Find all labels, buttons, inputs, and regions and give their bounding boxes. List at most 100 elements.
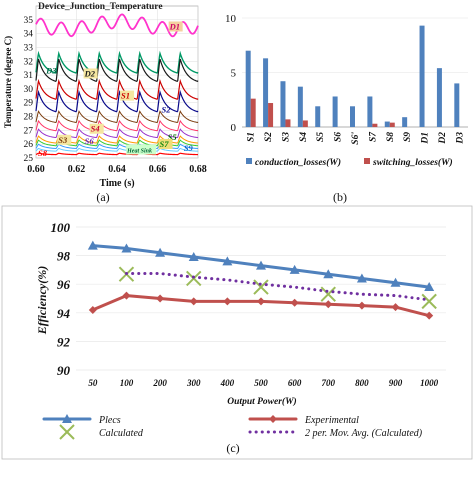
panel-c-point-plecs-300 <box>188 252 199 262</box>
panel-a-x-tick-label: 0.64 <box>108 164 126 175</box>
panel-c-series <box>87 240 437 320</box>
panel-a-series-s1 <box>35 78 199 100</box>
panel-b-bar-switching-losses-w-s4 <box>302 120 308 127</box>
panel-c-point-experimental-100 <box>122 291 131 300</box>
panel-a-y-tick-label: 35 <box>24 16 34 26</box>
panel-a-y-tick-label: 29 <box>24 99 34 109</box>
panel-c-point-plecs-400 <box>222 256 233 266</box>
panel-a-y-tick-label: 34 <box>24 30 34 40</box>
panel-c-x-tick-label: 400 <box>220 378 235 388</box>
panel-c-point-plecs-900 <box>390 277 401 287</box>
panel-a-x-tick-label: 0.60 <box>27 164 45 175</box>
panel-c-point-calculated-700 <box>320 286 336 302</box>
panel-b-legend-swatch-switching-losses-w <box>364 158 370 164</box>
panel-a-label-s2: S2 <box>162 104 172 114</box>
panel-b-legend-swatch-conduction-losses-w <box>246 158 252 164</box>
panel-c-legend-marker-plecs <box>62 414 72 423</box>
panel-c-y-tick-label: 94 <box>57 306 71 321</box>
panel-b-x-tick-label: S5 <box>316 132 326 142</box>
panel-b-bar-conduction-losses-w-s3 <box>280 81 286 127</box>
panel-b-bar-switching-losses-w-s8 <box>389 122 395 127</box>
panel-c-point-plecs-1000 <box>424 282 435 292</box>
panel-a-y-tick-label: 32 <box>24 57 34 67</box>
panel-a-label-s9: S9 <box>184 143 194 153</box>
panel-a-series-d1 <box>35 13 199 38</box>
panel-b-bar-conduction-losses-w-d2 <box>436 68 442 127</box>
panel-c-point-plecs-200 <box>155 247 166 257</box>
panel-a-y-tick-label: 25 <box>24 154 34 164</box>
panel-a-series-s2 <box>35 89 199 113</box>
panel-a-label-d2: D2 <box>84 68 96 78</box>
panel-c-x-tick-label: 900 <box>389 378 403 388</box>
panel-c-x-tick-label: 700 <box>322 378 336 388</box>
panel-c-ylabel: Efficiency(%) <box>35 266 49 335</box>
panel-a-xlabel: Time (s) <box>99 178 134 189</box>
panel-a-series-s6 <box>35 128 199 139</box>
panel-c-legend: Plecs Experimental Calculated 2 per. Mov. A… <box>42 414 423 440</box>
panel-c-legend-label-experimental: Experimental <box>304 415 359 426</box>
panel-c-legend-marker-experimental <box>269 415 277 423</box>
panel-a-y-tick-label: 26 <box>24 140 34 150</box>
panel-c-x-tick-label: 800 <box>355 378 369 388</box>
panel-b-y-tick-label: 10 <box>225 13 237 25</box>
panel-c-y-tick-label: 96 <box>57 277 71 292</box>
panel-c-point-plecs-800 <box>356 273 367 283</box>
panel-a-label-d3: D3 <box>45 66 57 76</box>
panel-c-x-tick-label: 1000 <box>420 378 439 388</box>
panel-b-x-ticks: S1 S2 S3 S4 S5 S6 S6' S7 S8 S9 D1 D2 D3 <box>247 131 466 145</box>
panel-a-y-ticks: 25 26 27 28 29 30 31 32 33 34 35 <box>24 16 34 164</box>
panel-b-x-tick-label: S6 <box>334 132 344 142</box>
panel-a-label-s7: S7 <box>160 139 170 149</box>
panel-b-caption: (b) <box>333 190 347 204</box>
panel-a-gridlines <box>35 6 199 159</box>
panel-a-label-d1: D1 <box>169 21 180 31</box>
panel-b-bar-conduction-losses-w-s8 <box>384 121 390 127</box>
panel-b-y-tick-label: 5 <box>231 68 237 80</box>
panel-a-label-bg <box>89 123 104 134</box>
panel-a-label-bg <box>83 68 98 79</box>
panel-b-legend-label-switching-losses-w: switching_losses(W) <box>372 157 453 168</box>
panel-b-x-tick-label: S6' <box>351 132 361 145</box>
panel-b-x-tick-label: D2 <box>438 132 448 145</box>
panel-c-point-plecs-700 <box>323 269 334 279</box>
panel-a-label-s8: S8 <box>38 148 48 158</box>
panel-b-x-tick-label: D1 <box>421 132 431 145</box>
panel-b-bar-switching-losses-w-s1 <box>250 98 256 127</box>
panel-c-y-tick-label: 100 <box>51 220 71 235</box>
panel-c-y-tick-label: 90 <box>57 363 71 378</box>
panel-b-bar-conduction-losses-w-d3 <box>454 83 460 127</box>
panel-a-label-s1: S1 <box>121 91 130 101</box>
panel-b-legend: conduction_losses(W) switching_losses(W) <box>246 157 453 168</box>
panel-c-point-experimental-600 <box>290 298 299 307</box>
panel-c-point-experimental-400 <box>223 297 232 306</box>
panel-b-bar-switching-losses-w-s2 <box>268 103 274 127</box>
panel-c-xlabel: Output Power(W) <box>227 396 296 407</box>
panel-c-point-experimental-50 <box>88 305 97 314</box>
panel-c-point-plecs-100 <box>121 243 132 253</box>
panel-b-legend-label-conduction-losses-w: conduction_losses(W) <box>255 157 341 168</box>
panel-c-point-calculated-1000 <box>421 293 437 310</box>
panel-b-losses: 0 5 10 S1 S2 S3 S4 S5 S6 S6' S7 S8 S9 D1 D2 D3 conduct… <box>225 13 468 204</box>
panel-a-y-tick-label: 30 <box>24 85 34 95</box>
panel-a-x-tick-label: 0.62 <box>68 164 86 175</box>
panel-a-series-d3 <box>35 50 199 74</box>
panel-c-point-experimental-800 <box>357 301 366 310</box>
panel-a-y-tick-label: 28 <box>24 113 34 123</box>
panel-b-x-tick-label: S8 <box>386 132 396 142</box>
panel-a-label-bg <box>120 90 135 101</box>
panel-a-x-ticks: 0.60 0.62 0.64 0.66 0.68 <box>27 164 207 175</box>
panel-b-bar-conduction-losses-w-s1 <box>245 50 251 128</box>
panel-b-bar-conduction-losses-w-s7 <box>367 96 373 127</box>
panel-b-gridlines <box>242 17 468 73</box>
panel-c-x-tick-label: 500 <box>254 378 268 388</box>
panel-a-caption: (a) <box>96 190 109 204</box>
panel-b-x-tick-label: S7 <box>368 131 378 142</box>
panel-c-point-experimental-500 <box>257 297 265 306</box>
panel-c-x-tick-label: 600 <box>288 378 302 388</box>
panel-a-label-bg <box>168 21 183 32</box>
panel-c-point-experimental-900 <box>391 303 400 312</box>
panel-c-efficiency: 90 92 94 96 98 100 50 100 200 300 400 500 600 700 800… <box>1 205 473 460</box>
panel-c-legend-label-2-per-mov-avg-calculated: 2 per. Mov. Avg. (Calculated) <box>305 428 423 439</box>
panel-c-point-experimental-300 <box>189 297 198 306</box>
